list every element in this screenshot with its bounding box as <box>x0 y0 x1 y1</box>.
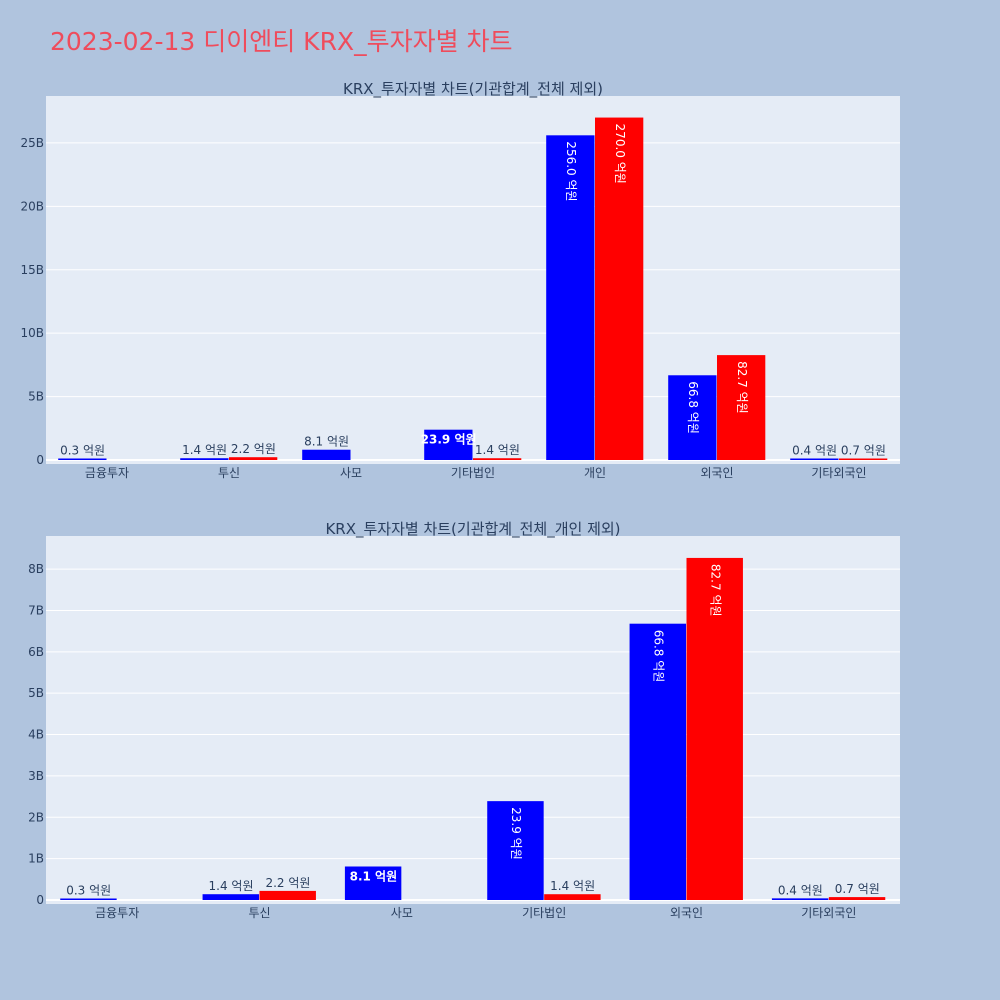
data-label: 0.3 억원 <box>66 884 111 898</box>
y-tick-label: 0 <box>36 453 44 467</box>
bar-sell <box>544 894 601 900</box>
data-label: 2.2 억원 <box>231 442 276 456</box>
y-tick-label: 20B <box>20 199 44 213</box>
data-label: 0.4 억원 <box>792 444 837 458</box>
data-label: 8.1 억원 <box>350 869 398 883</box>
bar-sell <box>259 890 316 900</box>
bar-buy <box>790 458 839 460</box>
x-tick-label: 기타법인 <box>451 466 495 480</box>
data-label: 1.4 억원 <box>182 443 227 457</box>
y-tick-label: 6B <box>28 645 44 659</box>
bar-buy <box>629 623 686 900</box>
data-label: 0.7 억원 <box>841 444 886 458</box>
data-label: 23.9 억원 <box>509 807 523 860</box>
bar-buy <box>546 135 595 460</box>
x-tick-label: 기타외국인 <box>811 466 866 480</box>
x-tick-label: 외국인 <box>670 906 703 920</box>
data-label: 66.8 억원 <box>652 630 666 683</box>
y-tick-label: 5B <box>28 686 44 700</box>
bar-buy <box>668 375 717 460</box>
y-tick-label: 10B <box>20 326 44 340</box>
y-tick-label: 3B <box>28 769 44 783</box>
data-label: 0.3 억원 <box>60 444 105 458</box>
data-label: 8.1 억원 <box>304 435 349 449</box>
x-tick-label: 사모 <box>391 906 413 920</box>
page-title: 2023-02-13 디이엔티 KRX_투자자별 차트 <box>50 27 513 56</box>
data-label: 0.4 억원 <box>778 883 823 897</box>
data-label: 23.9 억원 <box>421 433 477 447</box>
data-label: 270.0 억원 <box>613 124 627 184</box>
y-tick-label: 4B <box>28 728 44 742</box>
bar-buy <box>180 458 229 460</box>
x-tick-label: 외국인 <box>700 466 733 480</box>
bar-sell <box>717 355 766 460</box>
y-tick-label: 15B <box>20 263 44 277</box>
bar-sell <box>595 117 644 460</box>
bar-buy <box>58 458 107 460</box>
x-tick-label: 금융투자 <box>95 906 139 920</box>
bar-buy <box>344 866 402 900</box>
x-tick-label: 기타외국인 <box>801 906 856 920</box>
plot-area <box>46 536 900 904</box>
bar-buy <box>771 898 829 900</box>
x-tick-label: 기타법인 <box>522 906 566 920</box>
chart-1: 0 5B 10B 15B 20B 25B KRX_투자자별 차트(기관합계_전체 제외) 금융… <box>20 80 900 480</box>
data-label: 0.7 억원 <box>835 882 880 896</box>
y-tick-label: 25B <box>20 136 44 150</box>
chart-2: 0 1B 2B 3B 4B 5B 6B 7B 8B KRX_투자자별 차트(기관합계_전체_개인 … <box>28 520 900 920</box>
y-tick-label: 1B <box>28 852 44 866</box>
bar-buy <box>424 429 473 460</box>
data-label: 1.4 억원 <box>209 879 254 893</box>
data-label: 66.8 억원 <box>686 381 700 434</box>
bar-buy <box>302 449 351 460</box>
bar-sell <box>473 458 522 460</box>
data-label: 1.4 억원 <box>475 443 520 457</box>
data-label: 82.7 억원 <box>708 564 722 617</box>
bar-buy <box>60 898 117 900</box>
bar-sell <box>839 458 888 460</box>
plot-area <box>46 96 900 464</box>
bar-sell <box>686 557 743 900</box>
y-tick-label: 8B <box>28 562 44 576</box>
chart-title: KRX_투자자별 차트(기관합계_전체_개인 제외) <box>325 520 620 539</box>
y-tick-label: 2B <box>28 810 44 824</box>
chart-title: KRX_투자자별 차트(기관합계_전체 제외) <box>343 80 603 99</box>
x-tick-label: 개인 <box>584 466 606 480</box>
y-tick-label: 7B <box>28 603 44 617</box>
bar-sell <box>828 897 886 900</box>
data-label: 82.7 억원 <box>735 361 749 414</box>
data-label: 256.0 억원 <box>564 141 578 201</box>
x-tick-label: 금융투자 <box>85 466 129 480</box>
y-tick-label: 5B <box>28 390 44 404</box>
x-tick-label: 사모 <box>340 466 362 480</box>
x-tick-label: 투신 <box>248 906 270 920</box>
y-tick-label: 0 <box>36 893 44 907</box>
bar-buy <box>202 894 259 900</box>
x-tick-label: 투신 <box>218 466 240 480</box>
data-label: 1.4 억원 <box>550 879 595 893</box>
bar-buy <box>487 801 544 900</box>
data-label: 2.2 억원 <box>265 876 310 890</box>
bar-sell <box>229 457 278 460</box>
